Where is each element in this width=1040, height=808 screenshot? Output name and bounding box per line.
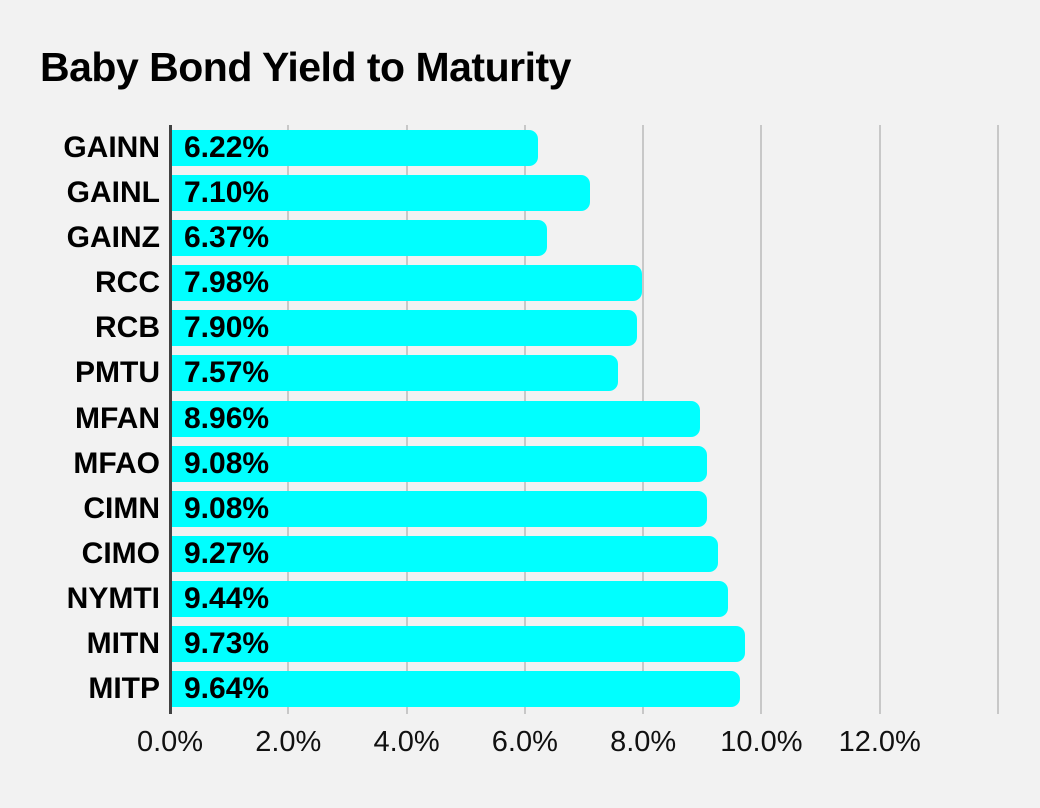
bar: 7.98%	[170, 265, 642, 302]
category-label: GAINZ	[66, 220, 160, 254]
bar: 9.44%	[170, 581, 729, 618]
category-label: CIMO	[81, 536, 160, 570]
bar-row: 9.08%	[170, 486, 998, 531]
value-label: 9.08%	[184, 491, 270, 525]
category-label: RCC	[95, 266, 160, 300]
x-tick-label: 8.0%	[610, 726, 677, 758]
value-label: 7.98%	[184, 266, 270, 300]
category-label: CIMN	[83, 491, 160, 525]
bar-row: 7.90%	[170, 306, 998, 351]
value-label: 9.44%	[184, 582, 270, 616]
bar-row: 9.08%	[170, 441, 998, 486]
bar: 9.64%	[170, 671, 741, 708]
category-label: MITN	[86, 627, 160, 661]
value-label: 8.96%	[184, 401, 270, 435]
bar: 8.96%	[170, 400, 700, 437]
x-axis-ticks: 0.0% 2.0% 4.0% 6.0% 8.0% 10.0% 12.0%	[137, 726, 998, 766]
value-label: 7.90%	[184, 311, 270, 345]
x-tick-label: 6.0%	[491, 726, 558, 758]
category-label: MFAO	[73, 446, 160, 480]
bar-row: 9.64%	[170, 667, 998, 712]
bar: 9.73%	[170, 626, 746, 663]
bar: 7.57%	[170, 355, 618, 392]
value-label: 6.22%	[184, 130, 270, 164]
bar-row: 9.44%	[170, 577, 998, 622]
bar-row: 9.73%	[170, 622, 998, 667]
bar-rows: 6.22% 7.10% 6.37% 7.98% 7.90% 7.57% 8.96% 9.08%…	[170, 125, 998, 712]
value-label: 9.64%	[184, 672, 270, 706]
gridline	[878, 125, 881, 714]
y-axis-line	[169, 125, 172, 714]
bar: 7.90%	[170, 310, 638, 347]
bar: 9.08%	[170, 490, 708, 527]
x-tick-label: 10.0%	[720, 726, 803, 758]
category-label: RCB	[95, 311, 160, 345]
value-label: 7.57%	[184, 356, 270, 390]
chart-title: Baby Bond Yield to Maturity	[40, 44, 571, 90]
value-label: 9.08%	[184, 446, 270, 480]
x-tick-label: 0.0%	[136, 726, 204, 758]
category-label: NYMTI	[66, 582, 160, 616]
bar-row: 7.57%	[170, 351, 998, 396]
bar-row: 7.98%	[170, 260, 998, 305]
gridline	[760, 125, 763, 714]
bar: 7.10%	[170, 174, 590, 211]
category-label: GAINN	[63, 130, 160, 164]
value-label: 9.27%	[184, 536, 270, 570]
category-label: MITP	[88, 672, 160, 706]
bar-row: 6.22%	[170, 125, 998, 170]
bar-row: 9.27%	[170, 531, 998, 576]
category-label: MFAN	[75, 401, 160, 435]
gridline	[997, 125, 999, 714]
category-labels: GAINN GAINL GAINZ RCC RCB PMTU MFAN MFAO CIMN CIM…	[0, 125, 160, 712]
value-label: 7.10%	[184, 175, 270, 209]
x-tick-label: 2.0%	[255, 726, 322, 758]
bar-row: 6.37%	[170, 215, 998, 260]
bar: 9.08%	[170, 445, 708, 482]
bar: 6.22%	[170, 129, 538, 166]
bar: 9.27%	[170, 535, 719, 572]
value-label: 9.73%	[184, 627, 270, 661]
x-tick-label: 4.0%	[373, 726, 440, 758]
plot-area: 6.22% 7.10% 6.37% 7.98% 7.90% 7.57% 8.96% 9.08%…	[169, 125, 999, 714]
category-label: PMTU	[75, 356, 160, 390]
bar-row: 7.10%	[170, 170, 998, 215]
value-label: 6.37%	[184, 220, 270, 254]
category-label: GAINL	[66, 175, 160, 209]
bar-row: 8.96%	[170, 396, 998, 441]
x-tick-label: 12.0%	[838, 726, 921, 758]
bar: 6.37%	[170, 219, 547, 256]
